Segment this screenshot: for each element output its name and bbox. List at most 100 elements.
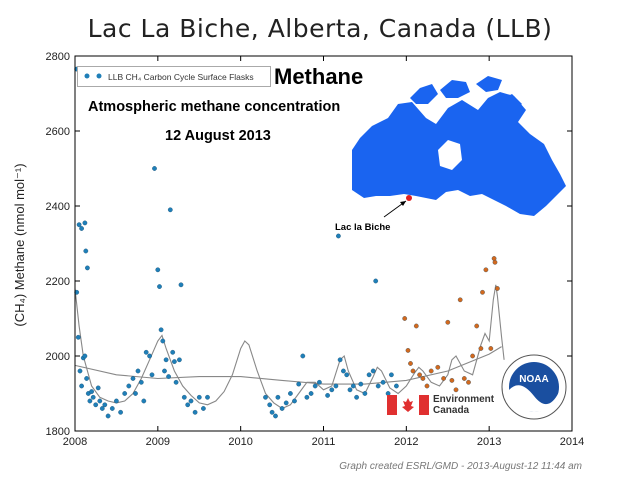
data-point — [333, 383, 339, 389]
map-location-label: Lac la Biche — [335, 222, 391, 233]
data-point — [76, 222, 82, 228]
data-point — [97, 398, 103, 404]
data-point — [317, 379, 322, 385]
data-point — [325, 393, 330, 398]
data-point — [95, 385, 101, 391]
legend: LLB CH₄ Carbon Cycle Surface Flasks — [77, 66, 271, 87]
x-tick-label: 2008 — [63, 436, 87, 448]
data-point — [149, 372, 155, 378]
x-tick-label: 2013 — [477, 436, 501, 448]
data-point — [292, 398, 297, 404]
baffin-island-shape — [500, 94, 522, 112]
data-point — [474, 323, 480, 329]
annotation-subtitle: Atmospheric methane concentration — [88, 99, 341, 115]
data-point — [147, 353, 152, 359]
data-point — [312, 383, 318, 389]
data-point — [495, 286, 500, 291]
data-point — [347, 387, 353, 393]
data-point — [170, 349, 176, 355]
noaa-bird-icon — [509, 385, 559, 412]
data-point — [336, 233, 341, 239]
data-point — [350, 383, 356, 389]
trend-line — [74, 346, 502, 385]
flag-bar-left — [387, 395, 397, 415]
data-point — [380, 379, 386, 385]
data-point — [158, 327, 164, 333]
data-point — [275, 394, 281, 400]
data-point — [366, 372, 372, 378]
newfoundland-shape — [536, 170, 554, 184]
data-point — [441, 376, 446, 381]
data-point — [79, 383, 84, 389]
data-point — [375, 383, 381, 389]
y-axis-label: (CH₄) Methane (nmol mol⁻¹) — [12, 163, 27, 327]
data-point — [304, 394, 310, 400]
data-point — [205, 394, 210, 400]
data-point — [181, 394, 187, 400]
data-point — [337, 357, 343, 363]
data-point — [373, 278, 379, 284]
data-point — [424, 383, 430, 389]
data-point — [135, 368, 141, 374]
y-tick-label: 2600 — [46, 126, 70, 138]
data-point — [405, 348, 411, 353]
data-point — [370, 368, 376, 374]
data-point — [173, 379, 179, 385]
data-point — [114, 398, 119, 404]
data-point — [167, 207, 173, 213]
data-point — [461, 376, 467, 381]
canada-map — [352, 76, 566, 218]
legend-label: LLB CH₄ Carbon Cycle Surface Flasks — [108, 72, 254, 82]
data-point — [93, 402, 99, 408]
data-point — [105, 413, 111, 419]
data-point — [470, 353, 475, 359]
data-point — [166, 374, 171, 379]
arctic-island-shape — [440, 80, 470, 98]
data-point — [283, 400, 289, 406]
location-arrow-icon — [400, 201, 406, 206]
data-point — [288, 391, 293, 396]
data-point — [478, 346, 484, 351]
env-canada-line1: Environment — [433, 394, 495, 405]
y-tick-label: 1800 — [46, 426, 70, 438]
data-point — [141, 398, 147, 404]
data-point — [279, 406, 285, 411]
data-point — [344, 372, 350, 378]
data-point — [341, 368, 346, 374]
logos: NOAA — [387, 354, 567, 420]
data-point — [89, 389, 94, 394]
data-point — [488, 346, 494, 351]
data-point — [85, 265, 90, 271]
data-point — [329, 387, 335, 393]
data-point — [126, 383, 132, 389]
data-point — [428, 368, 434, 374]
hudson-bay-shape — [438, 140, 462, 170]
data-point — [77, 368, 83, 374]
data-point — [267, 402, 273, 408]
data-point — [82, 220, 88, 226]
arctic-island-shape — [476, 76, 502, 92]
annotation-date: 12 August 2013 — [165, 128, 271, 144]
data-point — [358, 381, 364, 387]
data-point — [389, 372, 394, 378]
x-tick-label: 2014 — [560, 436, 584, 448]
data-point — [83, 248, 89, 254]
noaa-logo-text: NOAA — [519, 374, 548, 385]
data-point — [492, 259, 498, 265]
trend-line — [74, 284, 505, 410]
data-point — [82, 353, 88, 359]
data-point — [354, 394, 359, 400]
data-point — [163, 357, 169, 363]
location-marker-icon — [406, 195, 412, 201]
data-point — [138, 379, 144, 385]
data-point — [457, 297, 463, 303]
chart-axes: 2008 2009 2010 2011 2012 2013 2014 1800 2000 2200… — [46, 51, 585, 448]
annotation-heading: Methane — [274, 64, 364, 89]
data-point — [152, 166, 157, 171]
y-tick-label: 2000 — [46, 351, 70, 363]
data-point — [480, 289, 485, 295]
credit-line: Graph created ESRL/GMD - 2013-August-12 … — [339, 461, 582, 472]
x-tick-label: 2012 — [394, 436, 418, 448]
data-point — [172, 359, 177, 364]
